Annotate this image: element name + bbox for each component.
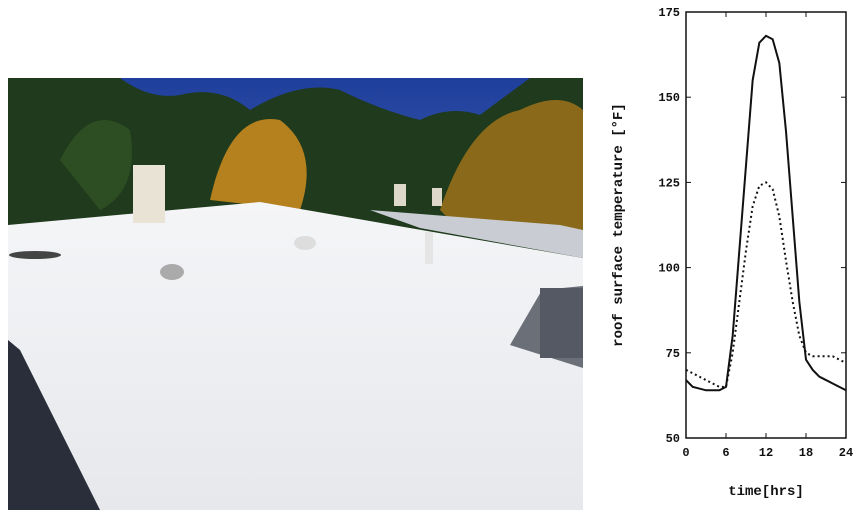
plot-frame [686,12,846,438]
x-tick-label: 18 [799,446,813,460]
y-tick-label: 75 [666,347,680,361]
x-tick-label: 12 [759,446,773,460]
x-tick-label: 6 [722,446,729,460]
x-axis-label: time[hrs] [728,484,804,500]
x-tick-label: 0 [682,446,689,460]
y-tick-label: 125 [658,176,680,190]
figure: 50 75 100 125 150 175 0 6 12 18 24 time[hrs] roof su… [0,0,856,512]
y-tick-label: 100 [658,262,680,276]
series-line [686,182,846,386]
y-tick-label: 50 [666,432,680,446]
y-tick-label: 150 [658,91,680,105]
page: {"chart_data": { "type": "line", "xlabel… [0,0,856,512]
y-tick-label: 175 [658,6,680,20]
series-line [686,36,846,390]
y-axis-label: roof surface temperature [°F] [611,103,627,347]
x-tick-label: 24 [839,446,853,460]
roof-photo [8,78,583,510]
